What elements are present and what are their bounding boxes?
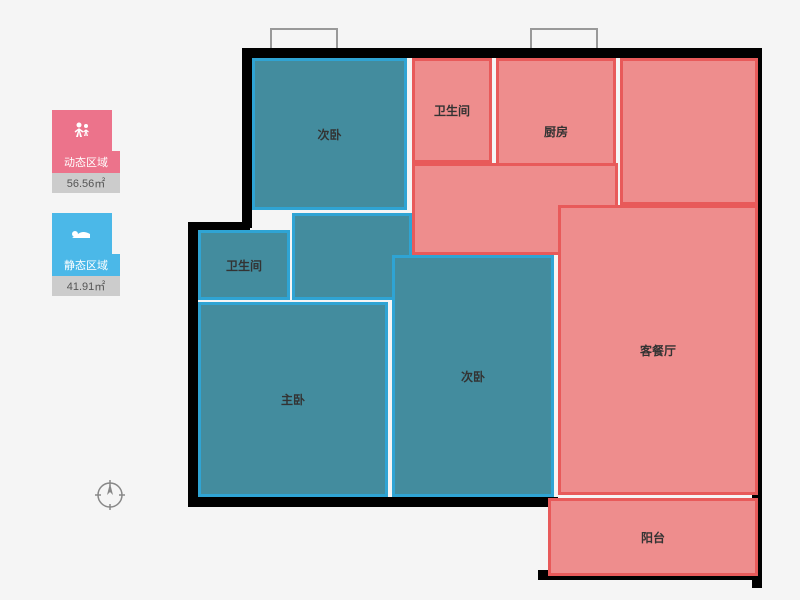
room-label: 卫生间	[434, 102, 470, 119]
room-label: 阳台	[641, 529, 665, 546]
legend-dynamic-value: 56.56㎡	[52, 173, 120, 193]
room-label: 次卧	[317, 126, 341, 143]
wall	[188, 222, 198, 507]
room-bath-top: 卫生间	[412, 58, 492, 163]
room-bath-left: 卫生间	[198, 230, 290, 300]
people-icon	[70, 119, 94, 143]
room-bedroom2-top: 次卧	[252, 58, 407, 210]
room-living: 客餐厅	[558, 205, 758, 495]
wall	[188, 497, 558, 507]
wall	[242, 48, 252, 228]
room-label: 客餐厅	[640, 342, 676, 359]
wall	[242, 48, 762, 58]
legend-static-icon	[52, 213, 112, 255]
legend-dynamic-label: 动态区域	[52, 151, 120, 173]
sleep-icon	[68, 224, 96, 244]
legend-dynamic: 动态区域 56.56㎡	[52, 110, 120, 193]
legend: 动态区域 56.56㎡ 静态区域 41.91㎡	[52, 110, 120, 316]
room-label: 卫生间	[226, 257, 262, 274]
legend-dynamic-icon	[52, 110, 112, 152]
compass-icon	[95, 480, 125, 510]
room-balcony: 阳台	[548, 498, 758, 576]
room-label: 次卧	[461, 368, 485, 385]
floorplan: 次卧卫生间厨房卫生间客餐厅主卧次卧阳台	[180, 30, 770, 585]
room-living-top	[620, 58, 758, 205]
room-bedroom2-bot: 次卧	[392, 255, 554, 497]
room-master: 主卧	[198, 302, 388, 497]
legend-static-label: 静态区域	[52, 254, 120, 276]
room-label: 主卧	[281, 391, 305, 408]
legend-static-value: 41.91㎡	[52, 276, 120, 296]
legend-static: 静态区域 41.91㎡	[52, 213, 120, 296]
room-label: 厨房	[544, 123, 568, 140]
